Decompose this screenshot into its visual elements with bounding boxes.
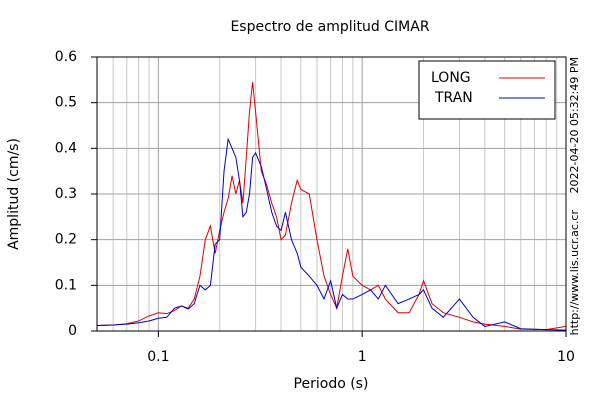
x-tick-label: 1 [358,349,367,365]
legend-label: TRAN [434,90,473,106]
chart-title: Espectro de amplitud CIMAR [230,19,429,35]
y-tick-label: 0.2 [55,232,77,248]
x-axis-label: Periodo (s) [294,376,369,392]
y-tick-label: 0.6 [55,49,77,65]
timestamp: 2022-04-20 05:32:49 PM [568,57,581,193]
y-tick-label: 0 [68,323,77,339]
x-tick-label: 0.1 [147,349,169,365]
y-tick-label: 0.5 [55,95,77,111]
plot-frame [96,56,567,332]
y-axis-label: Amplitud (cm/s) [6,138,22,250]
x-tick-label: 10 [557,349,575,365]
y-tick-label: 0.1 [55,277,77,293]
legend-box [418,60,556,120]
y-tick-label: 0.4 [55,140,77,156]
y-tick-label: 0.3 [55,186,77,202]
legend-label: LONG [431,70,471,86]
source-url: http://www.lis.ucr.ac.cr [568,210,581,336]
data-line [96,137,567,331]
